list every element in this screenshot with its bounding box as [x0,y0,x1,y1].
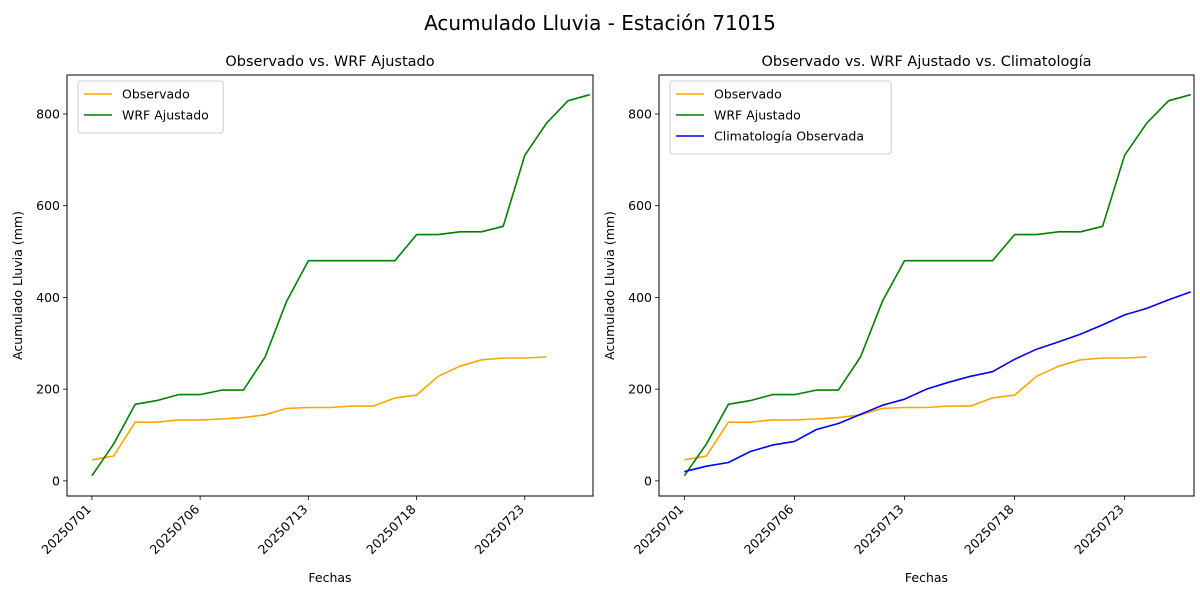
legend-box [77,80,224,134]
series-line-2 [91,93,591,477]
y-axis-label: Acumulado Lluvia (mm) [602,211,617,360]
legend: Observado WRF Ajustado [77,80,224,134]
x-axis-label: Fechas [308,570,351,585]
legend: Observado WRF Ajustado Climatología Observ… [669,80,892,155]
x-tick-label: 20250713 [851,502,907,558]
x-tick-label: 20250713 [255,502,311,558]
y-tick-label: 800 [628,106,652,121]
plot-frame [66,74,594,497]
chart-panel-1: Observado vs. WRF Ajustado 0 200 400 600 800 2… [10,54,594,585]
panel-title: Observado vs. WRF Ajustado vs. Climatolo… [762,54,1092,70]
legend-entry: WRF Ajustado [714,108,801,123]
y-tick-label: 400 [628,290,652,305]
legend-entry: Climatología Observada [714,129,864,144]
series-line-2 [683,93,1191,477]
figure-title: Acumulado Lluvia - Estación 71015 [424,11,776,35]
x-axis-label: Fechas [905,570,948,585]
y-axis-label: Acumulado Lluvia (mm) [10,211,25,360]
x-tick-label: 20250718 [961,501,1017,557]
x-tick-label: 20250723 [1071,502,1127,558]
legend-box [669,80,892,155]
x-tick-label: 20250706 [741,501,797,557]
series-line-1 [91,356,547,461]
plot-frame [658,74,1195,497]
legend-entry: Observado [122,87,190,102]
y-tick-label: 600 [628,198,652,213]
y-tick-label: 800 [36,106,60,121]
x-tick-label: 20250706 [147,501,203,557]
y-tick-label: 200 [36,382,60,397]
chart-panel-2: Observado vs. WRF Ajustado vs. Climatolo… [602,54,1195,585]
x-tick-label: 20250701 [631,502,687,558]
x-tick-label: 20250718 [363,501,419,557]
y-tick-label: 400 [36,290,60,305]
y-tick-label: 200 [628,382,652,397]
legend-entry: Observado [714,87,782,102]
y-tick-label: 0 [52,473,60,488]
panel-title: Observado vs. WRF Ajustado [225,54,434,70]
series-line-3 [684,291,1191,473]
y-tick-label: 600 [36,198,60,213]
y-tick-label: 0 [644,473,652,488]
x-tick-label: 20250701 [38,502,94,558]
x-tick-label: 20250723 [471,502,527,558]
series-line-1 [684,356,1147,461]
legend-entry: WRF Ajustado [122,108,209,123]
